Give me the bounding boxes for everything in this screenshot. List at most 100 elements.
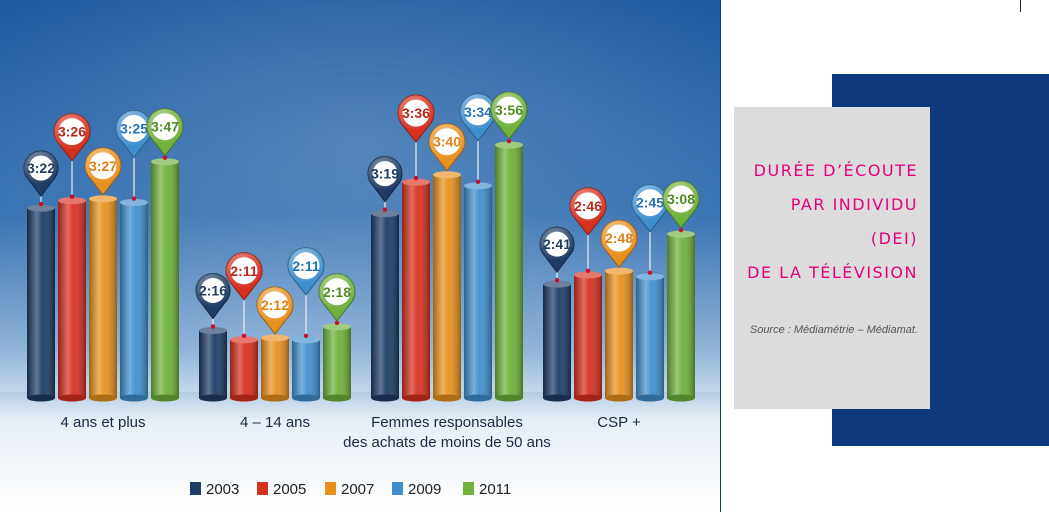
data-label-2011-group-3: 3:56 (495, 102, 523, 118)
chart-panel: 3:22 3:26 3:27 3:25 3:47 2:16 2:11 2:12 2:11 2:18… (0, 0, 721, 512)
bar-base-2011-group-3 (495, 394, 523, 402)
pin-dot-2009-group-2 (303, 333, 309, 338)
bar-cap-2011-group-3 (495, 141, 523, 149)
bar-cap-2003-group-1 (27, 204, 55, 212)
bar-base-2007-group-3 (433, 394, 461, 402)
data-label-2009-group-4: 2:45 (636, 195, 664, 211)
bar-cap-2009-group-4 (636, 273, 664, 281)
data-label-2003-group-2: 2:16 (199, 283, 227, 299)
pin-face-2005-group-2 (230, 257, 258, 285)
title-line-3: (DEI) (870, 229, 918, 248)
bar-shine-2009-group-3 (464, 185, 492, 398)
bar-cap-2005-group-1 (58, 197, 86, 205)
data-label-2011-group-2: 2:18 (323, 284, 351, 300)
source-note: Source : Médiamétrie – Médiamat. (749, 324, 918, 336)
bar-cap-2005-group-2 (230, 336, 258, 344)
bar-cap-2011-group-1 (151, 158, 179, 166)
data-label-2003-group-1: 3:22 (27, 160, 55, 176)
data-label-2009-group-1: 3:25 (120, 121, 148, 137)
bar-cap-2011-group-4 (667, 230, 695, 238)
pin-dot-2005-group-2 (241, 333, 247, 338)
bar-base-2005-group-3 (402, 394, 430, 402)
legend-swatch-2007 (325, 482, 336, 495)
bar-cap-2003-group-2 (199, 327, 227, 335)
title-line-1: DURÉE D’ÉCOUTE (753, 161, 918, 180)
bar-shine-2003-group-2 (199, 330, 227, 398)
data-label-2009-group-3: 3:34 (464, 104, 492, 120)
bar-cap-2003-group-3 (371, 210, 399, 218)
bar-cap-2007-group-4 (605, 267, 633, 275)
data-label-2005-group-1: 3:26 (58, 124, 86, 140)
pin-face-2003-group-4 (544, 231, 570, 257)
pin-face-2007-group-1 (89, 152, 117, 180)
title-line-2: PAR INDIVIDU (790, 195, 918, 214)
pin-dot-2003-group-4 (554, 277, 560, 283)
bar-base-2007-group-4 (605, 394, 633, 402)
pin-face-2011-group-2 (323, 278, 351, 306)
pin-dot-2005-group-3 (413, 175, 419, 181)
pin-face-2005-group-1 (58, 118, 86, 146)
bar-cap-2007-group-2 (261, 334, 289, 342)
pin-dot-2003-group-3 (382, 207, 388, 212)
bar-shine-2003-group-4 (543, 284, 571, 398)
bar-cap-2003-group-4 (543, 280, 571, 288)
bar-shine-2011-group-2 (323, 326, 351, 398)
pin-face-2011-group-3 (495, 96, 523, 124)
bar-shine-2005-group-2 (230, 339, 258, 398)
legend-swatch-2011 (463, 482, 474, 495)
bar-cap-2005-group-4 (574, 271, 602, 279)
bar-shine-2005-group-3 (402, 182, 430, 398)
data-label-2009-group-2: 2:11 (292, 258, 319, 274)
bar-base-2011-group-2 (323, 394, 351, 402)
category-label-3-line-2: des achats de moins de 50 ans (343, 434, 551, 451)
pin-dot-2005-group-1 (69, 194, 75, 199)
data-label-2007-group-2: 2:12 (261, 297, 289, 313)
pin-dot-2009-group-4 (647, 270, 653, 275)
bar-shine-2009-group-4 (636, 276, 664, 398)
pin-dot-2009-group-1 (131, 196, 137, 201)
bar-base-2005-group-4 (574, 394, 602, 402)
bar-shine-2009-group-2 (292, 339, 320, 398)
bar-shine-2003-group-1 (27, 208, 55, 398)
pin-dot-2011-group-2 (334, 320, 340, 325)
pin-face-2009-group-2 (292, 252, 320, 280)
bar-base-2009-group-3 (464, 394, 492, 402)
category-label-2: 4 – 14 ans (240, 414, 310, 431)
pin-face-2003-group-1 (28, 155, 54, 181)
bar-shine-2011-group-1 (151, 161, 179, 398)
bar-base-2003-group-4 (543, 394, 571, 402)
pin-dot-2011-group-3 (506, 138, 512, 144)
pin-face-2007-group-4 (605, 224, 633, 252)
data-label-2007-group-1: 3:27 (89, 158, 117, 174)
bar-base-2011-group-1 (151, 394, 179, 402)
pin-dot-2003-group-1 (38, 201, 44, 207)
legend-label-2003: 2003 (206, 481, 239, 498)
bar-cap-2007-group-3 (433, 171, 461, 179)
bar-cap-2005-group-3 (402, 178, 430, 186)
bar-base-2011-group-4 (667, 394, 695, 402)
bar-cap-2007-group-1 (89, 195, 117, 203)
legend-swatch-2005 (257, 482, 268, 495)
bar-base-2003-group-2 (199, 394, 227, 402)
data-label-2005-group-4: 2:46 (574, 198, 602, 214)
pin-face-2011-group-1 (151, 113, 179, 141)
legend-label-2005: 2005 (273, 481, 306, 498)
title-line-4: DE LA TÉLÉVISION (747, 263, 918, 282)
pin-face-2011-group-4 (667, 185, 695, 213)
pin-dot-2009-group-3 (475, 179, 481, 185)
data-label-2005-group-3: 3:36 (402, 105, 430, 121)
corner-tick (1020, 0, 1021, 12)
category-label-3-line-1: Femmes responsables (371, 414, 523, 431)
data-label-2007-group-4: 2:48 (605, 230, 633, 246)
bar-base-2009-group-2 (292, 394, 320, 402)
title-box: DURÉE D’ÉCOUTE PAR INDIVIDU (DEI) DE LA … (734, 107, 930, 409)
bar-base-2003-group-1 (27, 394, 55, 402)
bar-shine-2007-group-3 (433, 174, 461, 398)
bar-shine-2011-group-4 (667, 234, 695, 398)
bar-shine-2009-group-1 (120, 202, 148, 398)
bar-base-2003-group-3 (371, 394, 399, 402)
bar-shine-2011-group-3 (495, 145, 523, 398)
pin-face-2009-group-3 (464, 98, 492, 126)
legend-label-2007: 2007 (341, 481, 374, 498)
data-label-2011-group-4: 3:08 (667, 191, 695, 207)
